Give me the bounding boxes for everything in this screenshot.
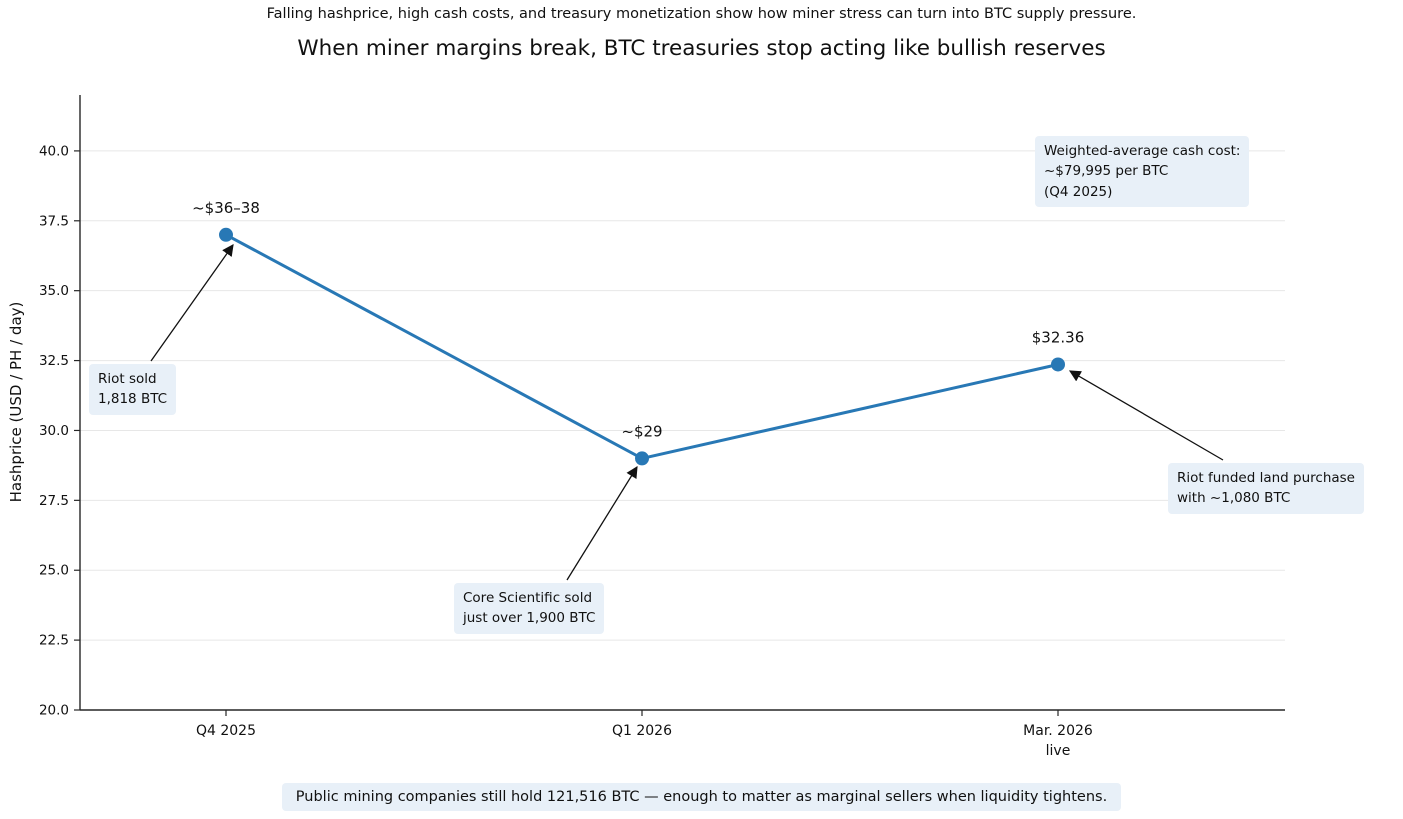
data-point: [1051, 357, 1065, 372]
annotation-arrow: [1068, 370, 1224, 461]
y-tick-label: 25.0: [39, 563, 69, 579]
footer-note: Public mining companies still hold 121,5…: [281, 783, 1122, 811]
x-tick-label: Q1 2026: [612, 723, 672, 739]
x-tick-sublabel: live: [1046, 743, 1071, 759]
y-tick-label: 22.5: [39, 633, 69, 649]
chart-subtitle: Falling hashprice, high cash costs, and …: [266, 6, 1137, 22]
y-tick-label: 32.5: [39, 353, 69, 369]
annotation-riot-sold: Riot sold 1,818 BTC: [89, 364, 177, 415]
y-tick-label: 20.0: [39, 703, 69, 719]
y-tick-label: 40.0: [39, 143, 69, 159]
point-label: ~$29: [621, 422, 662, 440]
chart-title: When miner margins break, BTC treasuries…: [297, 36, 1106, 61]
data-point: [219, 227, 233, 242]
y-tick-label: 30.0: [39, 423, 69, 439]
annotation-arrow: [150, 244, 234, 362]
y-tick-label: 27.5: [39, 493, 69, 509]
point-label: ~$36–38: [192, 199, 260, 217]
point-label: $32.36: [1032, 328, 1085, 346]
annotation-core-scientific-sold: Core Scientific sold just over 1,900 BTC: [454, 583, 605, 634]
annotation-arrow: [566, 466, 638, 581]
y-tick-label: 37.5: [39, 213, 69, 229]
x-tick-label: Q4 2025: [196, 723, 256, 739]
annotation-cash-cost: Weighted-average cash cost: ~$79,995 per…: [1035, 136, 1250, 207]
x-tick-label: Mar. 2026: [1023, 723, 1093, 739]
annotation-riot-land-purchase: Riot funded land purchase with ~1,080 BT…: [1168, 463, 1364, 514]
y-tick-label: 35.0: [39, 283, 69, 299]
footer-note-container: Public mining companies still hold 121,5…: [0, 783, 1403, 811]
data-point: [635, 451, 649, 466]
